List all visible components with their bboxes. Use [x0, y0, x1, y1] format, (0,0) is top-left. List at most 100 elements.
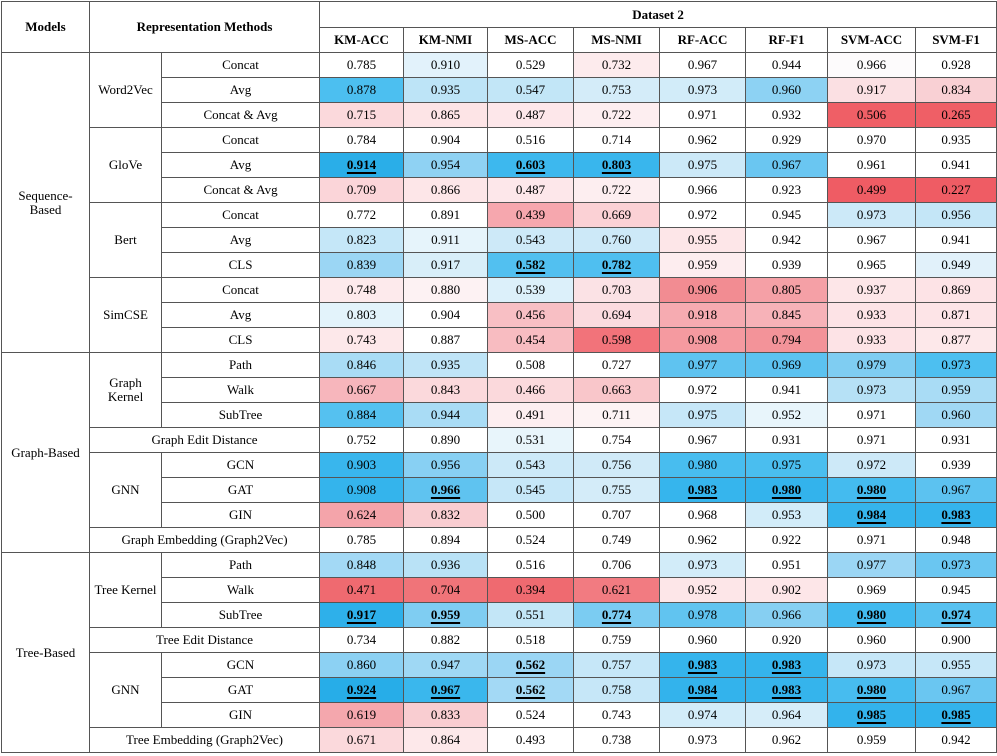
score-cell: 0.935 [403, 77, 489, 103]
score-cell: 0.962 [745, 727, 829, 753]
score-cell: 0.942 [915, 727, 997, 753]
score-value: 0.805 [771, 282, 802, 297]
score-cell: 0.980 [827, 677, 917, 703]
score-cell: 0.803 [573, 152, 661, 178]
score-cell: 0.752 [319, 427, 405, 453]
score-value: 0.931 [771, 432, 802, 447]
score-value: 0.603 [515, 157, 546, 172]
score-cell: 0.960 [659, 627, 747, 653]
score-cell: 0.756 [573, 452, 661, 478]
metric-header-ms-acc: MS-ACC [487, 27, 575, 53]
score-cell: 0.598 [573, 327, 661, 353]
score-cell: 0.753 [573, 77, 661, 103]
method-span-label: Tree Embedding (Graph2Vec) [88, 727, 321, 753]
score-cell: 0.743 [319, 327, 405, 353]
score-value: 0.973 [856, 207, 887, 222]
score-value: 0.949 [941, 257, 971, 272]
score-value: 0.942 [771, 232, 802, 247]
score-cell: 0.959 [915, 377, 997, 403]
score-value: 0.784 [346, 132, 377, 147]
score-value: 0.887 [430, 332, 461, 347]
score-value: 0.843 [430, 382, 461, 397]
score-value: 0.545 [515, 482, 546, 497]
score-cell: 0.487 [487, 177, 575, 203]
score-cell: 0.394 [487, 577, 575, 603]
score-value: 0.738 [601, 732, 632, 747]
score-value: 0.960 [771, 82, 802, 97]
score-cell: 0.878 [319, 77, 405, 103]
method-variant-label: CLS [160, 327, 321, 353]
score-cell: 0.969 [827, 577, 917, 603]
score-value: 0.939 [941, 457, 971, 472]
score-value: 0.759 [601, 632, 632, 647]
score-cell: 0.945 [915, 577, 997, 603]
table-row: Graph Embedding (Graph2Vec) 0.785 0.894 0.5… [2, 527, 997, 553]
score-value: 0.704 [430, 582, 461, 597]
score-cell: 0.582 [487, 252, 575, 278]
score-value: 0.904 [430, 307, 461, 322]
score-value: 0.931 [941, 432, 971, 447]
score-cell: 0.973 [915, 552, 997, 578]
score-value: 0.961 [856, 157, 887, 172]
score-cell: 0.900 [915, 627, 997, 653]
score-value: 0.562 [515, 657, 546, 672]
model-label: Sequence- Based [1, 52, 90, 353]
score-value: 0.910 [430, 57, 461, 72]
score-value: 0.966 [856, 57, 887, 72]
score-cell: 0.619 [319, 702, 405, 728]
score-cell: 0.887 [403, 327, 489, 353]
score-value: 0.722 [601, 182, 632, 197]
score-cell: 0.772 [319, 202, 405, 228]
score-value: 0.774 [601, 607, 632, 622]
table-row: SimCSE Concat 0.748 0.880 0.539 0.703 0.906 0.8… [2, 277, 997, 353]
score-value: 0.960 [941, 407, 971, 422]
score-cell: 0.891 [403, 202, 489, 228]
score-cell: 0.952 [659, 577, 747, 603]
score-value: 0.671 [346, 732, 377, 747]
score-cell: 0.966 [827, 52, 917, 78]
score-cell: 0.983 [745, 677, 829, 703]
metric-header-svm-acc: SVM-ACC [827, 27, 917, 53]
score-cell: 0.973 [827, 377, 917, 403]
method-variant-label: SubTree [160, 402, 321, 428]
score-cell: 0.966 [403, 477, 489, 503]
score-value: 0.727 [601, 357, 632, 372]
score-cell: 0.545 [487, 477, 575, 503]
score-cell: 0.975 [745, 452, 829, 478]
score-cell: 0.860 [319, 652, 405, 678]
score-value: 0.967 [856, 232, 887, 247]
score-cell: 0.973 [827, 652, 917, 678]
score-value: 0.980 [856, 682, 887, 697]
score-value: 0.722 [601, 107, 632, 122]
score-value: 0.966 [771, 607, 802, 622]
score-value: 0.758 [601, 682, 632, 697]
score-value: 0.967 [687, 432, 718, 447]
score-value: 0.714 [601, 132, 632, 147]
score-cell: 0.918 [659, 302, 747, 328]
score-value: 0.694 [601, 307, 632, 322]
score-cell: 0.914 [319, 152, 405, 178]
metric-header-svm-f1: SVM-F1 [915, 27, 997, 53]
method-variant-label: GCN [160, 652, 321, 678]
score-value: 0.975 [687, 407, 718, 422]
score-value: 0.928 [941, 57, 971, 72]
score-value: 0.971 [856, 432, 887, 447]
score-cell: 0.908 [319, 477, 405, 503]
score-value: 0.980 [771, 482, 802, 497]
model-label: Graph-Based [1, 352, 90, 553]
score-cell: 0.714 [573, 127, 661, 153]
score-cell: 0.466 [487, 377, 575, 403]
score-value: 0.975 [687, 157, 718, 172]
score-value: 0.983 [687, 482, 718, 497]
score-value: 0.929 [771, 132, 802, 147]
table-row: Bert Concat 0.772 0.891 0.439 0.669 0.972 0.945… [2, 202, 997, 278]
method-group-label: SimCSE [89, 277, 162, 353]
method-variant-label: Avg [160, 152, 321, 178]
score-value: 0.939 [771, 257, 802, 272]
score-cell: 0.732 [573, 52, 661, 78]
method-variant-label: Concat & Avg [160, 102, 321, 128]
score-cell: 0.952 [745, 402, 829, 428]
method-group-label: GNN [89, 652, 162, 728]
score-value: 0.493 [515, 732, 546, 747]
table-row: Concat & Avg 0.715 0.865 0.487 0.722 0.971 0.9… [2, 102, 997, 128]
